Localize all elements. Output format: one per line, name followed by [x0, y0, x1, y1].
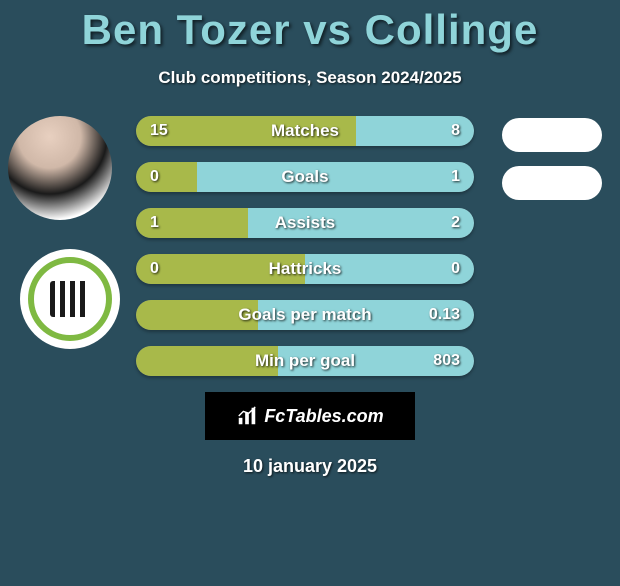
- player2-avatar: [502, 118, 602, 152]
- stat-row-hattricks: 0 Hattricks 0: [136, 254, 474, 284]
- stat-right-value: 1: [451, 162, 460, 192]
- player1-club-badge: [20, 249, 120, 349]
- stat-right-value: 0.13: [429, 300, 460, 330]
- stat-label: Goals per match: [136, 300, 474, 330]
- chart-icon: [236, 405, 258, 427]
- stat-row-matches: 15 Matches 8: [136, 116, 474, 146]
- stat-row-goals: 0 Goals 1: [136, 162, 474, 192]
- player2-club-badge: [502, 166, 602, 200]
- stat-row-goals-per-match: Goals per match 0.13: [136, 300, 474, 330]
- stat-label: Assists: [136, 208, 474, 238]
- subtitle: Club competitions, Season 2024/2025: [0, 68, 620, 88]
- stat-right-value: 803: [433, 346, 460, 376]
- brand-text: FcTables.com: [264, 406, 383, 427]
- stat-label: Hattricks: [136, 254, 474, 284]
- stat-label: Matches: [136, 116, 474, 146]
- stat-right-value: 0: [451, 254, 460, 284]
- stat-right-value: 8: [451, 116, 460, 146]
- stat-row-min-per-goal: Min per goal 803: [136, 346, 474, 376]
- page-title: Ben Tozer vs Collinge: [0, 6, 620, 54]
- brand-box: FcTables.com: [205, 392, 415, 440]
- stat-right-value: 2: [451, 208, 460, 238]
- stat-label: Goals: [136, 162, 474, 192]
- stat-label: Min per goal: [136, 346, 474, 376]
- player1-avatar: [8, 116, 112, 220]
- comparison-content: 15 Matches 8 0 Goals 1 1 Assists 2 0 Hat…: [0, 116, 620, 376]
- stat-bars: 15 Matches 8 0 Goals 1 1 Assists 2 0 Hat…: [136, 116, 474, 376]
- stat-row-assists: 1 Assists 2: [136, 208, 474, 238]
- date-text: 10 january 2025: [0, 456, 620, 477]
